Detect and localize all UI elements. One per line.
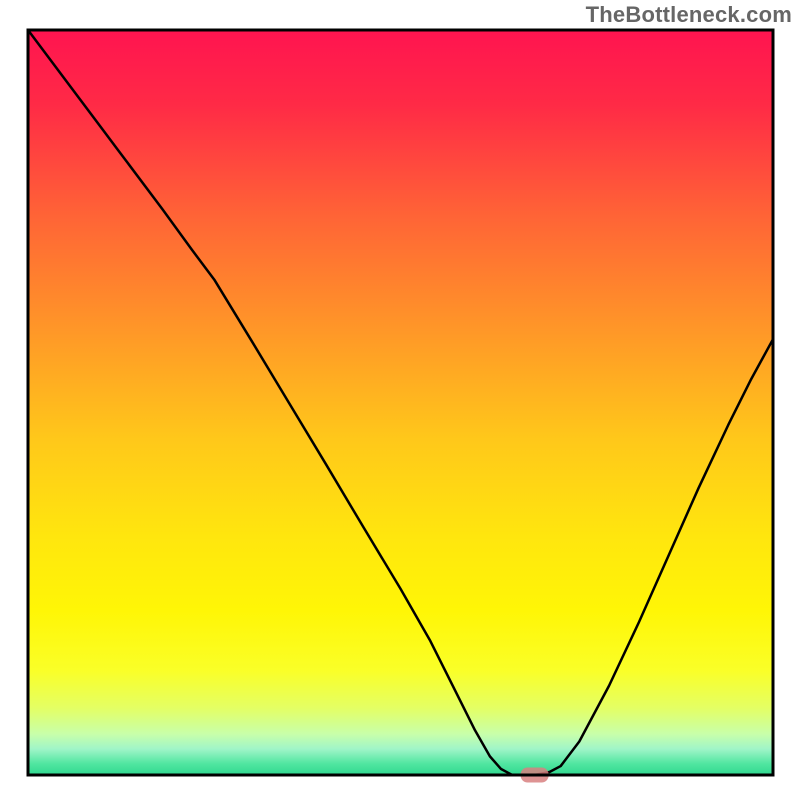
watermark-text: TheBottleneck.com <box>586 2 792 28</box>
gradient-background <box>28 30 773 775</box>
bottleneck-curve-chart <box>0 0 800 800</box>
